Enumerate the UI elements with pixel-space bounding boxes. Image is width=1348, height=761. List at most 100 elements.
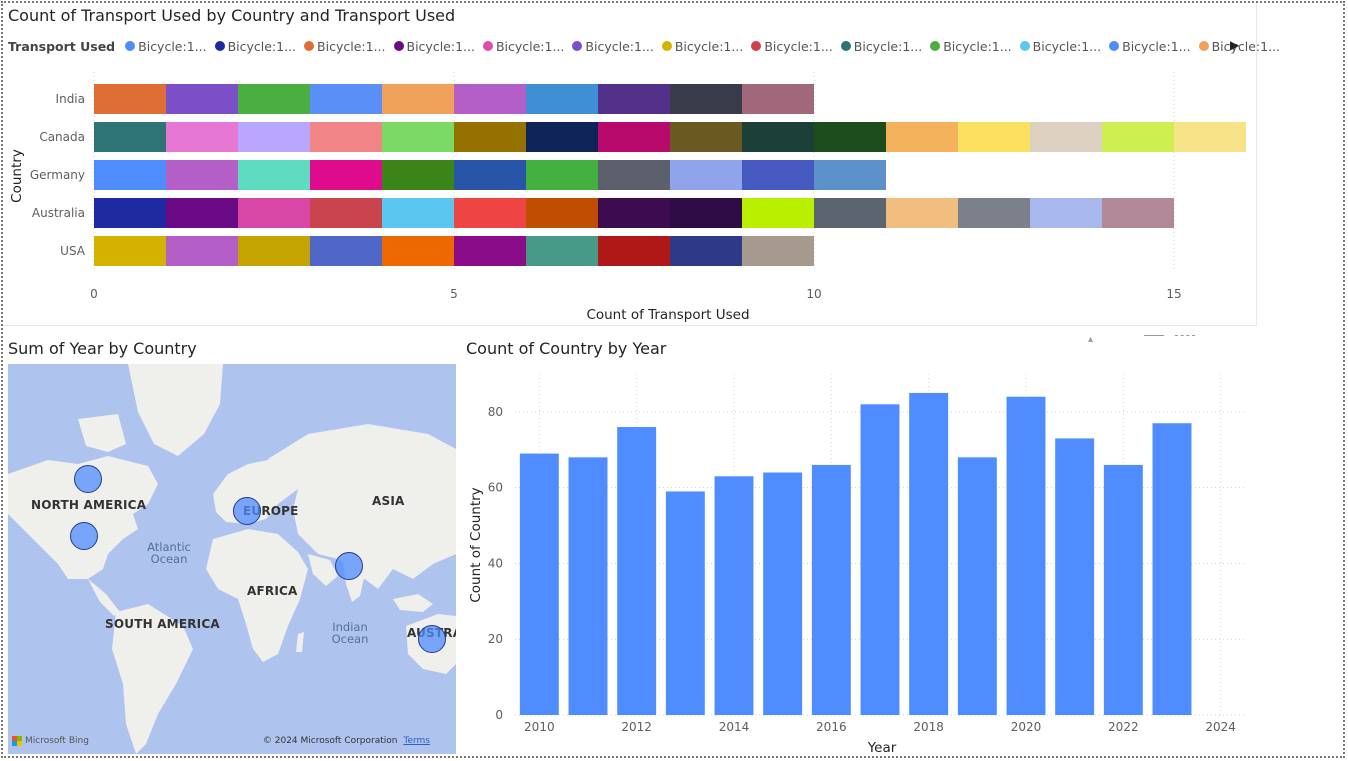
legend-item[interactable]: Bicycle:1...	[1198, 39, 1280, 54]
map-bubble-germany[interactable]	[233, 497, 261, 525]
map-bubble-usa[interactable]	[70, 522, 98, 550]
map-title: Sum of Year by Country	[8, 339, 197, 358]
bing-label: Microsoft Bing	[25, 736, 89, 746]
y-tick-label: Australia	[32, 206, 85, 220]
bing-attribution: Microsoft Bing	[12, 736, 89, 746]
legend-item[interactable]: Bicycle:1...	[1019, 38, 1102, 54]
copyright-text: © 2024 Microsoft Corporation	[262, 736, 398, 746]
legend-swatch-icon	[1019, 41, 1030, 51]
legend-item[interactable]: Bicycle:1...	[572, 38, 654, 54]
legend-item[interactable]: Bicycle:1...	[125, 38, 207, 54]
stack-segment	[742, 198, 814, 228]
legend-label: Bicycle:1...	[227, 38, 297, 54]
legend-label: Bicycle:1...	[943, 38, 1012, 54]
stack-segment	[382, 84, 454, 114]
year-y-axis-title: Count of Country	[468, 487, 484, 602]
map-bubble-australia[interactable]	[418, 625, 446, 653]
stack-segment	[238, 160, 310, 190]
stack-segment	[742, 236, 814, 266]
legend-label: Bicycle:1...	[138, 38, 207, 54]
y-tick-label: 60	[488, 481, 503, 495]
legend-item[interactable]: Bicycle:1...	[393, 39, 475, 54]
legend-label: Bicycle:1...	[495, 38, 565, 54]
stack-segment	[670, 84, 742, 114]
stack-segment	[598, 236, 670, 266]
legend-label: Bicycle:1...	[1122, 38, 1191, 54]
map-copyright: © 2024 Microsoft Corporation Terms	[263, 736, 430, 746]
legend-label: Bicycle:1...	[1032, 38, 1102, 54]
world-map[interactable]: NORTH AMERICA EUROPE ASIA AFRICA SOUTH A…	[8, 364, 456, 754]
legend-item[interactable]: Bicycle:1...	[1109, 38, 1191, 54]
year-bar	[617, 427, 657, 715]
stack-segment	[94, 198, 166, 228]
year-column-chart: 0 20 40 60 80 2010 2012 2014 2016 2018 2020 2022 202…	[468, 374, 1245, 756]
stack-segment	[454, 198, 526, 228]
stack-segment	[238, 198, 310, 228]
map-label-asia: ASIA	[372, 494, 405, 508]
more-options-icon[interactable]	[1175, 335, 1196, 342]
y-tick-label: Germany	[30, 168, 85, 182]
legend-next-arrow-icon[interactable]: ▶	[1230, 38, 1240, 52]
stack-segment	[742, 122, 814, 152]
year-bar	[1103, 464, 1143, 715]
legend-label: Bicycle:1...	[853, 38, 923, 54]
map-label-africa: AFRICA	[247, 584, 298, 598]
stack-segment	[1030, 122, 1102, 152]
stack-segment	[958, 198, 1030, 228]
map-land-shapes	[8, 364, 456, 754]
legend-swatch-icon	[661, 41, 672, 51]
stack-segment	[526, 236, 598, 266]
legend-item[interactable]: Bicycle:1...	[840, 38, 923, 54]
transport-chart-title: Count of Transport Used by Country and T…	[8, 6, 456, 25]
stack-segment	[670, 160, 742, 190]
y-tick-label: India	[56, 92, 85, 106]
legend-swatch-icon	[482, 41, 493, 51]
stack-segment	[1030, 198, 1102, 228]
stack-segment	[814, 160, 886, 190]
stack-segment	[310, 122, 382, 152]
legend-swatch-icon	[840, 41, 851, 51]
legend-item[interactable]: Bicycle:1...	[304, 39, 386, 54]
focus-mode-icon[interactable]	[1144, 335, 1165, 342]
legend-swatch-icon	[393, 41, 404, 51]
year-bar	[1006, 396, 1046, 715]
pin-icon[interactable]: ▴	[1088, 334, 1094, 345]
legend-item[interactable]: Bicycle:1...	[482, 38, 565, 54]
y-tick-label: 80	[488, 405, 503, 419]
transport-stacked-bar-chart: 0 5 10 15 India Canada Germany Australia USA Cou…	[9, 72, 1246, 323]
terms-link[interactable]: Terms	[403, 736, 430, 746]
map-bubble-canada[interactable]	[74, 465, 102, 493]
year-chart-title: Count of Country by Year	[466, 339, 667, 358]
x-tick-label: 15	[1166, 287, 1181, 301]
stack-segment	[670, 198, 742, 228]
map-bubble-india[interactable]	[335, 552, 363, 580]
y-tick-label: 40	[488, 556, 503, 570]
legend-item[interactable]: Bicycle:1...	[661, 39, 743, 54]
stack-segment	[886, 122, 958, 152]
map-label-south-america: SOUTH AMERICA	[105, 617, 220, 631]
stack-segment	[238, 236, 310, 266]
stack-segment	[166, 236, 238, 266]
year-bar	[1152, 423, 1192, 715]
stack-segment	[166, 84, 238, 114]
legend-item[interactable]: Bicycle:1...	[751, 39, 833, 54]
transport-legend: Transport Used Bicycle:1... Bicycle:1... B…	[8, 37, 1288, 55]
legend-label: Bicycle:1...	[585, 38, 654, 54]
stack-segment	[670, 236, 742, 266]
stack-segment	[598, 198, 670, 228]
legend-item[interactable]: Bicycle:1...	[930, 38, 1012, 54]
stack-segment	[454, 236, 526, 266]
stack-segment	[1102, 122, 1174, 152]
stack-segment	[310, 160, 382, 190]
x-tick-label: 10	[806, 287, 821, 301]
stack-segment	[94, 84, 166, 114]
stack-segment	[94, 236, 166, 266]
x-tick-label: 5	[450, 287, 458, 301]
stack-segment	[166, 122, 238, 152]
legend-item[interactable]: Bicycle:1...	[214, 38, 297, 54]
stack-segment	[526, 122, 598, 152]
x-tick-label: 2024	[1205, 720, 1236, 734]
x-tick-label: 2016	[816, 720, 847, 734]
visual-header-icons[interactable]: ▴	[1088, 334, 1196, 345]
